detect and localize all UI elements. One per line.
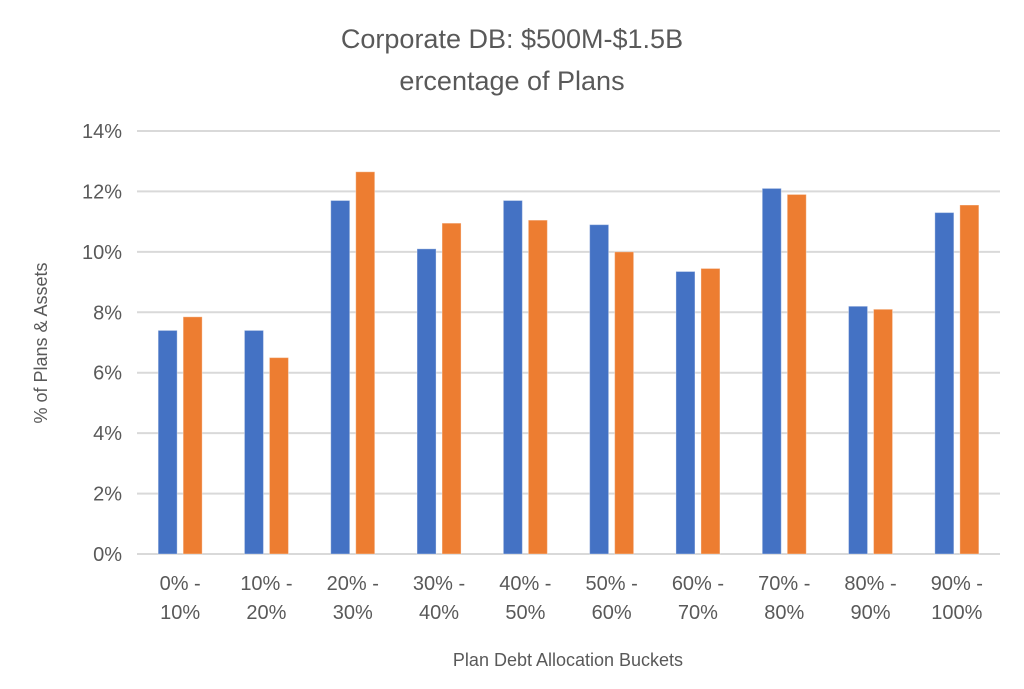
x-tick-label: 50% -60% bbox=[586, 573, 638, 624]
bar-series1 bbox=[934, 212, 955, 555]
y-tick-label: 8% bbox=[93, 302, 122, 324]
bar-series2 bbox=[614, 251, 635, 555]
bar-series1 bbox=[330, 199, 351, 555]
y-tick-label: 0% bbox=[93, 544, 122, 566]
y-axis-ticks: 0% 2% 4% 6% 8% 10% 12% 14% bbox=[82, 121, 122, 566]
y-tick-label: 6% bbox=[93, 363, 122, 385]
bar-series1 bbox=[502, 199, 523, 555]
x-tick-label: 20% -30% bbox=[327, 573, 379, 624]
x-tick-label: 40% -50% bbox=[499, 573, 551, 624]
y-tick-label: 2% bbox=[93, 484, 122, 506]
bar-series2 bbox=[527, 219, 548, 555]
x-tick-label: 80% -90% bbox=[844, 573, 896, 624]
bar-series2 bbox=[355, 171, 376, 555]
bar-series2 bbox=[441, 222, 462, 555]
x-tick-label: 0% -10% bbox=[160, 573, 201, 624]
x-tick-label: 70% -80% bbox=[758, 573, 810, 624]
x-tick-label: 90% -100% bbox=[931, 573, 983, 624]
bar-series2 bbox=[182, 316, 203, 555]
y-tick-label: 14% bbox=[82, 121, 122, 143]
bar-series2 bbox=[268, 357, 289, 555]
x-tick-label: 30% -40% bbox=[413, 573, 465, 624]
y-tick-label: 4% bbox=[93, 423, 122, 445]
bar-series2 bbox=[786, 193, 807, 555]
bars bbox=[157, 171, 980, 555]
bar-series1 bbox=[416, 248, 437, 555]
bar-series2 bbox=[959, 204, 980, 555]
bar-series1 bbox=[243, 329, 264, 555]
bar-series2 bbox=[700, 267, 721, 555]
gridlines bbox=[137, 130, 1000, 555]
x-axis-ticks: 0% -10% 10% -20% 20% -30% 30% -40% 40% -50% 5… bbox=[160, 573, 983, 624]
x-tick-label: 60% -70% bbox=[672, 573, 724, 624]
bar-series1 bbox=[589, 224, 610, 555]
bar-series1 bbox=[761, 187, 782, 555]
bar-series1 bbox=[675, 270, 696, 555]
chart-title: Corporate DB: $500M-$1.5B bbox=[341, 24, 683, 54]
x-tick-label: 10% -20% bbox=[240, 573, 292, 624]
bar-series2 bbox=[873, 308, 894, 555]
bar-series1 bbox=[157, 329, 178, 555]
y-tick-label: 10% bbox=[82, 242, 122, 264]
y-tick-label: 12% bbox=[82, 181, 122, 203]
bar-series1 bbox=[848, 305, 869, 555]
chart-subtitle: ercentage of Plans bbox=[399, 66, 624, 96]
y-axis-label: % of Plans & Assets bbox=[31, 262, 51, 423]
x-axis-label: Plan Debt Allocation Buckets bbox=[453, 650, 683, 670]
